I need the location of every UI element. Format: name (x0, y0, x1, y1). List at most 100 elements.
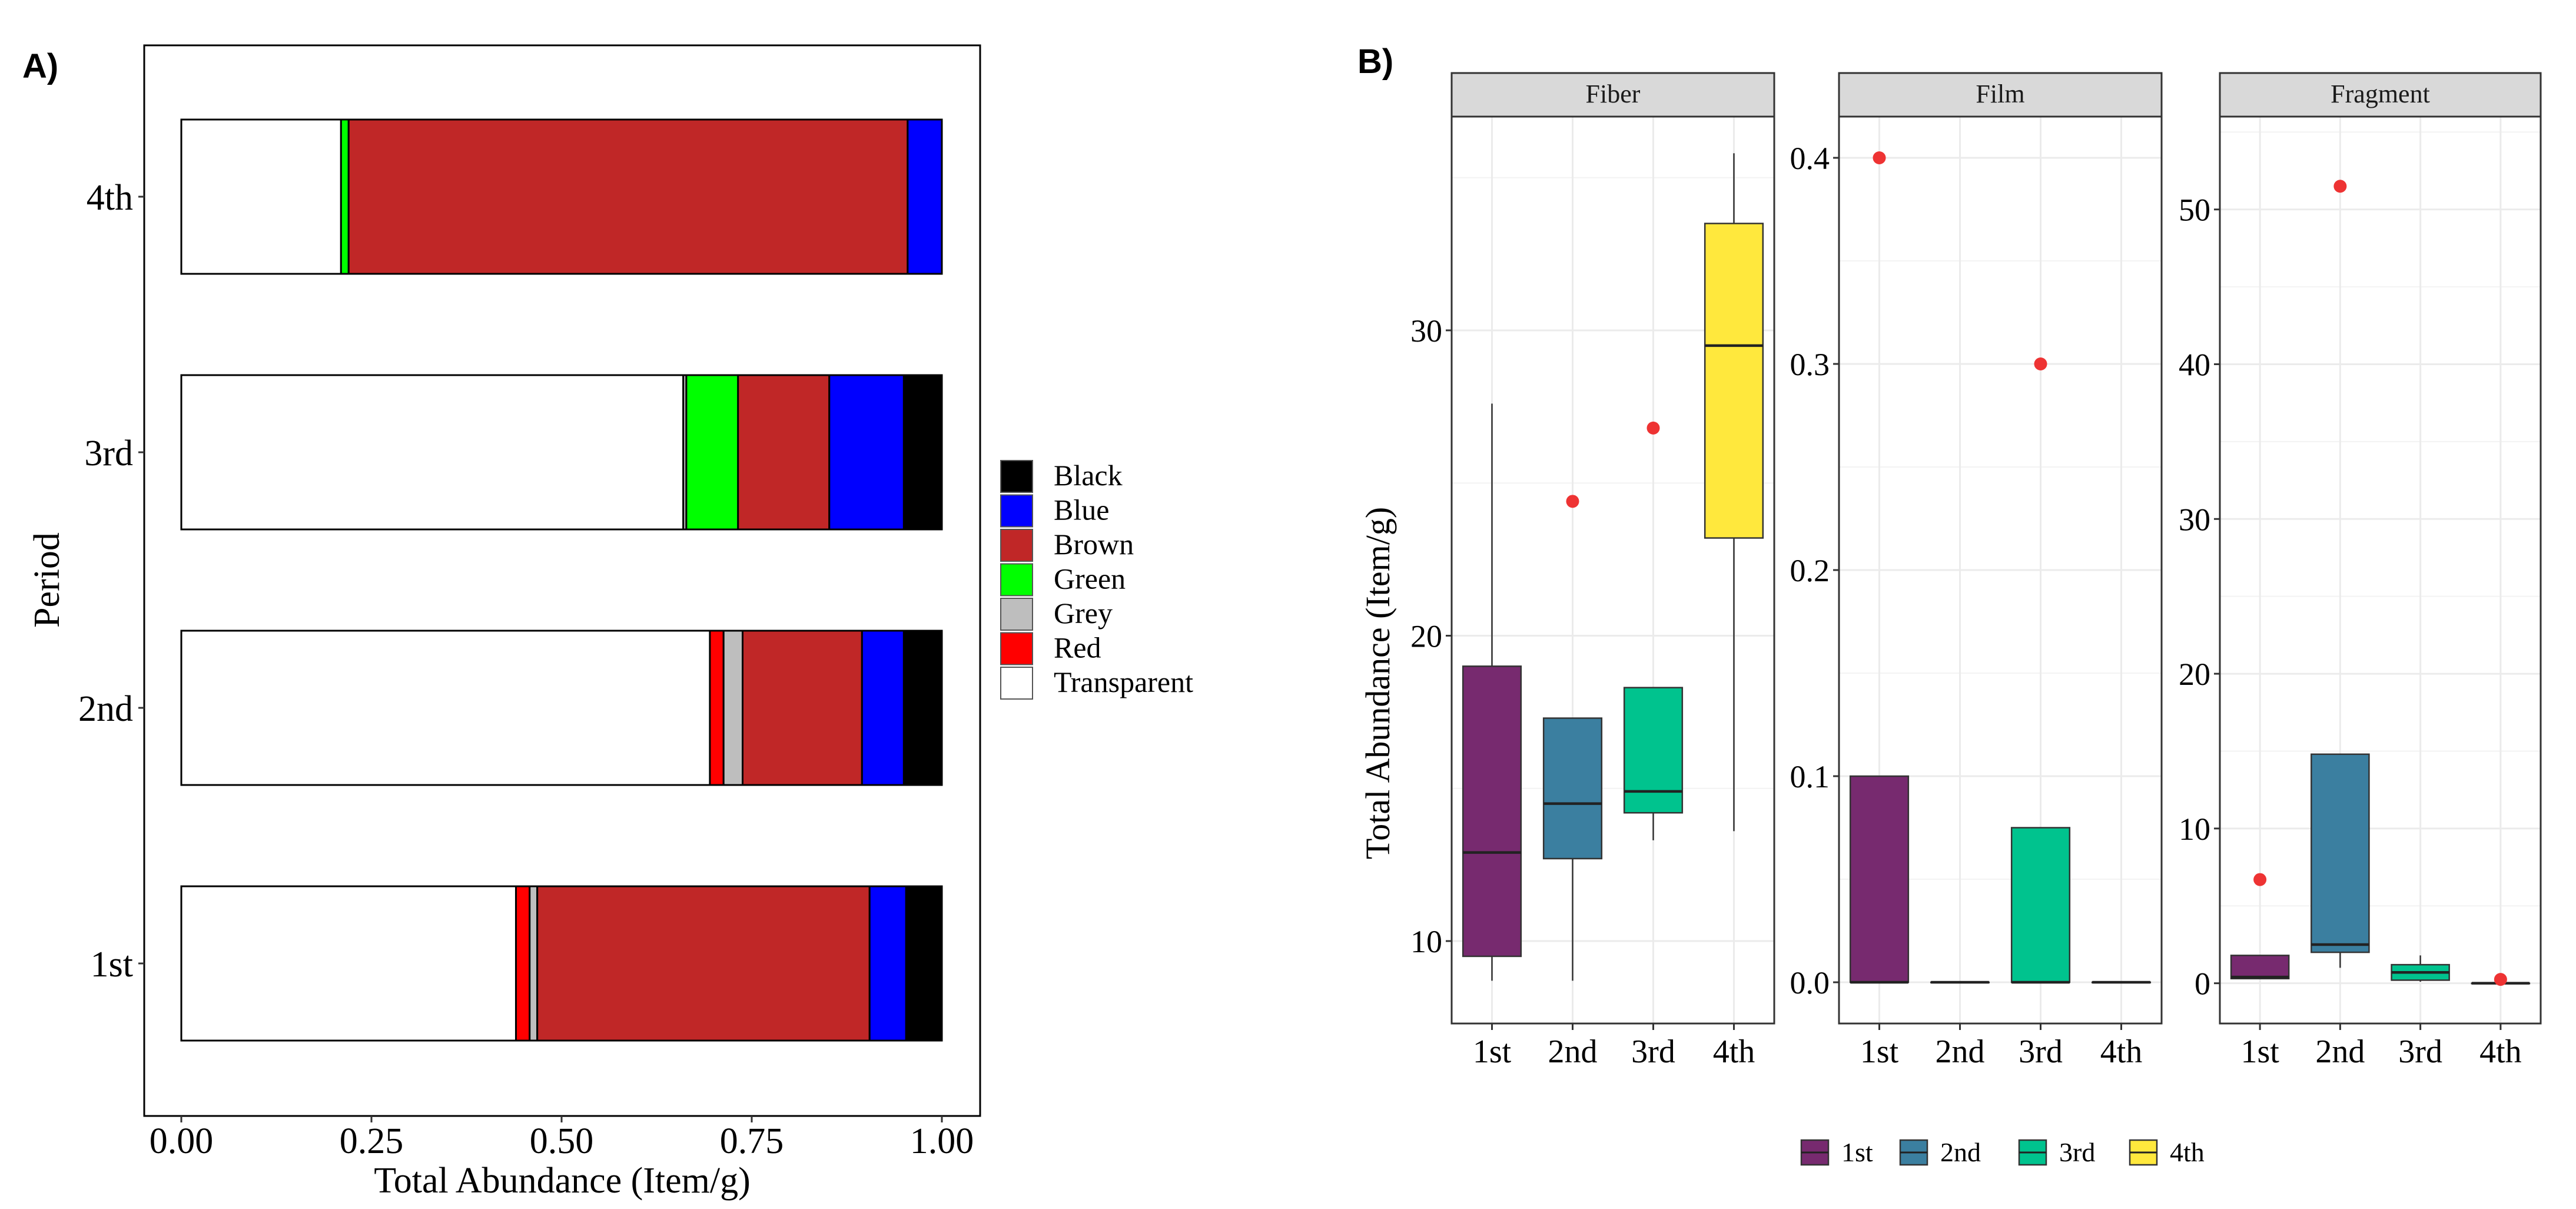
bar-3rd-transparent (180, 374, 685, 531)
chart-a-bars (180, 118, 943, 1042)
bar-1st-red (514, 885, 531, 1042)
bar-group-4th (180, 118, 943, 275)
legend-key-transparent (1000, 667, 1033, 700)
box-body-fiber-4th (1704, 223, 1764, 539)
box-fiber-3rd (1623, 687, 1684, 840)
legend-label-4th: 4th (2170, 1137, 2205, 1167)
x-tick-label-0-25: 0.25 (340, 1121, 404, 1161)
facet-strip-film (1838, 72, 2163, 118)
legend-key-3rd (2018, 1139, 2047, 1166)
legend-key-blue (1000, 494, 1033, 528)
box-fragment-2nd (2311, 753, 2370, 968)
chart-a-y-ticks: 1st 2nd 3rd 4th (78, 178, 144, 985)
outlier-fiber-2nd (1566, 495, 1579, 508)
bar-1st-black (905, 885, 943, 1042)
legend-label-grey: Grey (1054, 597, 1113, 630)
bar-2nd-red (709, 630, 725, 786)
bar-1st-transparent (180, 885, 517, 1042)
legend-key-grey (1000, 598, 1033, 631)
bar-3rd-blue (828, 374, 905, 531)
bar-2nd-grey (722, 630, 743, 786)
y-tick-label-film: 0.2 (1790, 553, 1830, 588)
x-tick-label-fragment-2nd: 2nd (2315, 1034, 2365, 1070)
box-body-fiber-2nd (1542, 717, 1603, 860)
outlier-fragment-4th (2494, 973, 2507, 986)
facet-fiber: Fiber 10 20 30 1st 2nd 3rd 4th (1410, 72, 1775, 1070)
box-fiber-4th (1704, 153, 1764, 832)
box-fiber-1st (1462, 403, 1522, 981)
facet-title-film: Film (1976, 80, 2024, 108)
bar-3rd-green (685, 374, 739, 531)
outlier-fragment-2nd (2333, 180, 2347, 193)
legend-key-black (1000, 460, 1033, 493)
facet-strip-fiber (1450, 72, 1775, 118)
y-tick-label-4th: 4th (87, 178, 133, 218)
y-tick-label-fragment: 10 (2179, 811, 2210, 847)
x-ticks-film: 1st 2nd 3rd 4th (1860, 1023, 2142, 1070)
y-tick-label-film: 0.1 (1790, 759, 1830, 794)
x-tick-label-fiber-2nd: 2nd (1548, 1034, 1598, 1070)
y-tick-label-fiber: 30 (1410, 313, 1442, 349)
bar-1st-blue (868, 885, 907, 1042)
chart-a-x-ticks: 0.00 0.25 0.50 0.75 1.00 (150, 1116, 974, 1161)
box-film-2nd (1930, 981, 1990, 984)
bar-3rd-brown (737, 374, 831, 531)
bar-4th-blue (907, 118, 943, 275)
facet-title-fragment: Fragment (2331, 80, 2430, 108)
box-body-fragment-2nd (2311, 753, 2370, 953)
y-tick-label-film: 0.3 (1790, 347, 1830, 382)
x-tick-label-fiber-1st: 1st (1473, 1034, 1512, 1070)
box-body-film-1st (1849, 775, 1910, 983)
x-tick-label-film-4th: 4th (2100, 1034, 2143, 1070)
facet-panel-fragment (2220, 117, 2541, 1023)
y-ticks-film: 0.0 0.1 0.2 0.3 0.4 (1790, 141, 1839, 1001)
box-fiber-2nd (1542, 717, 1603, 981)
box-fragment-1st (2230, 955, 2290, 980)
legend-label-black: Black (1054, 459, 1123, 492)
x-tick-label-1-00: 1.00 (910, 1121, 974, 1161)
legend-label-1st: 1st (1841, 1137, 1873, 1167)
facet-frame-fragment (2219, 115, 2542, 1025)
box-fragment-3rd (2391, 955, 2450, 982)
box-body-film-3rd (2010, 827, 2071, 983)
x-tick-label-film-2nd: 2nd (1936, 1034, 1985, 1070)
legend-key-2nd (1899, 1139, 1928, 1166)
y-tick-label-fiber: 10 (1410, 924, 1442, 959)
box-film-3rd (2010, 827, 2071, 984)
y-tick-label-film: 0.4 (1790, 141, 1830, 176)
outlier-fiber-3rd (1646, 421, 1660, 435)
chart-a-y-axis-title: Period (27, 532, 67, 628)
bar-group-3rd (180, 374, 943, 531)
box-film-1st (1849, 775, 1910, 984)
facet-fragment: Fragment 0 10 20 30 40 50 1st 2nd 3rd 4th (2179, 72, 2542, 1070)
bar-2nd-brown (741, 630, 863, 786)
legend-label-2nd: 2nd (1940, 1137, 1981, 1167)
chart-b-y-axis-title: Total Abundance (Item/g) (1359, 507, 1397, 859)
bar-group-2nd (180, 630, 943, 786)
x-tick-label-film-3rd: 3rd (2019, 1034, 2063, 1070)
x-tick-label-fragment-4th: 4th (2479, 1034, 2522, 1070)
bar-4th-green (340, 118, 350, 275)
grid-fragment (2220, 117, 2541, 1023)
legend-label-blue: Blue (1054, 493, 1109, 526)
chart-a-x-axis-title: Total Abundance (Item/g) (374, 1161, 751, 1201)
x-ticks-fragment: 1st 2nd 3rd 4th (2240, 1023, 2522, 1070)
bar-2nd-blue (861, 630, 905, 786)
x-tick-label-film-1st: 1st (1860, 1034, 1899, 1070)
y-tick-label-fragment: 20 (2179, 657, 2210, 692)
panel-b-label: B) (1357, 42, 1393, 81)
x-tick-label-0-00: 0.00 (150, 1121, 214, 1161)
facet-frame-fiber (1450, 115, 1775, 1025)
outlier-fragment-1st (2253, 873, 2267, 886)
facet-film: Film 0.0 0.1 0.2 0.3 0.4 1st 2nd 3rd 4th (1790, 72, 2163, 1070)
x-tick-label-0-50: 0.50 (530, 1121, 594, 1161)
y-tick-label-fragment: 0 (2195, 966, 2210, 1002)
y-tick-label-film: 0.0 (1790, 965, 1830, 1001)
legend-key-4th (2129, 1139, 2158, 1166)
x-tick-label-0-75: 0.75 (720, 1121, 784, 1161)
bar-4th-transparent (180, 118, 342, 275)
